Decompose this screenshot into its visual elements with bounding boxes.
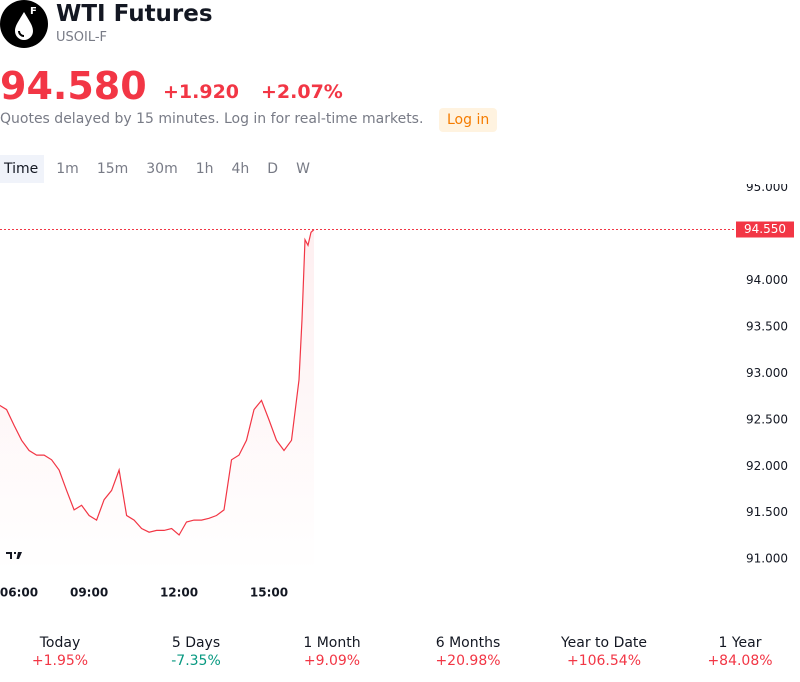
performance-cell: Today +1.95% <box>0 634 120 674</box>
drop-icon <box>15 12 33 40</box>
performance-cell: Year to Date +106.54% <box>544 634 664 674</box>
last-price-box <box>736 221 794 238</box>
performance-row: Today +1.95% 5 Days -7.35% 1 Month +9.09% 6 Mo… <box>0 634 800 674</box>
title: WTI Futures <box>56 1 213 27</box>
y-tick-label: 91.500 <box>746 505 788 519</box>
symbol: USOIL-F <box>56 30 108 45</box>
interval-tab[interactable]: 1m <box>56 161 79 177</box>
interval-tab[interactable]: 15m <box>96 161 129 177</box>
logo <box>0 0 48 48</box>
last-price-label: 94.550 <box>744 222 786 236</box>
interval-tab[interactable]: W <box>296 161 310 177</box>
y-tick-label: 95.000 <box>746 184 788 194</box>
interval-tabs: Time 1m 15m 30m 1h 4h D W <box>0 155 324 183</box>
x-tick-label: 09:00 <box>70 586 108 600</box>
performance-value: +1.95% <box>31 653 89 669</box>
performance-value: -7.35% <box>171 653 221 669</box>
x-tick-label: 06:00 <box>0 586 38 600</box>
performance-cell: 1 Month +9.09% <box>272 634 392 674</box>
performance-value: +84.08% <box>707 653 773 669</box>
badge: F <box>30 6 37 17</box>
login-button[interactable]: Log in <box>439 108 498 132</box>
performance-cell: 6 Months +20.98% <box>408 634 528 674</box>
price: 94.580 <box>0 64 147 108</box>
chart: 95.000 94.000 93.500 93.000 92.500 92.000 91.5… <box>0 184 794 600</box>
performance-label: 5 Days <box>171 635 221 651</box>
interval-tab[interactable]: Time <box>0 155 45 183</box>
y-tick-label: 94.000 <box>746 273 788 287</box>
y-tick-label: 93.500 <box>746 320 788 334</box>
performance-label: 1 Year <box>718 635 762 651</box>
interval-tab[interactable]: D <box>267 161 279 177</box>
interval-tab[interactable]: 30m <box>146 161 178 177</box>
performance-value: +9.09% <box>303 653 361 669</box>
interval-tab[interactable]: 4h <box>231 161 250 177</box>
price-line <box>0 229 315 536</box>
performance-label: Year to Date <box>560 635 648 651</box>
performance-cell: 1 Year +84.08% <box>680 634 800 674</box>
performance-value: +20.98% <box>435 653 501 669</box>
performance-label: 1 Month <box>303 635 361 651</box>
y-tick-label: 91.000 <box>746 552 788 566</box>
y-tick-label: 92.500 <box>746 412 788 426</box>
x-tick-label: 15:00 <box>250 586 288 600</box>
y-tick-label: 92.000 <box>746 459 788 473</box>
area <box>0 229 315 574</box>
y-tick-label: 93.000 <box>746 366 788 380</box>
delay-note: Quotes delayed by 15 minutes. Log in for… <box>0 111 424 127</box>
change: +1.920 <box>163 81 240 103</box>
performance-label: 6 Months <box>435 635 501 651</box>
interval-tab[interactable]: 1h <box>195 161 214 177</box>
x-tick-label: 12:00 <box>160 586 198 600</box>
change-percent: +2.07% <box>261 81 343 103</box>
performance-value: +106.54% <box>566 653 642 669</box>
performance-label: Today <box>39 635 81 651</box>
performance-cell: 5 Days -7.35% <box>136 634 256 674</box>
